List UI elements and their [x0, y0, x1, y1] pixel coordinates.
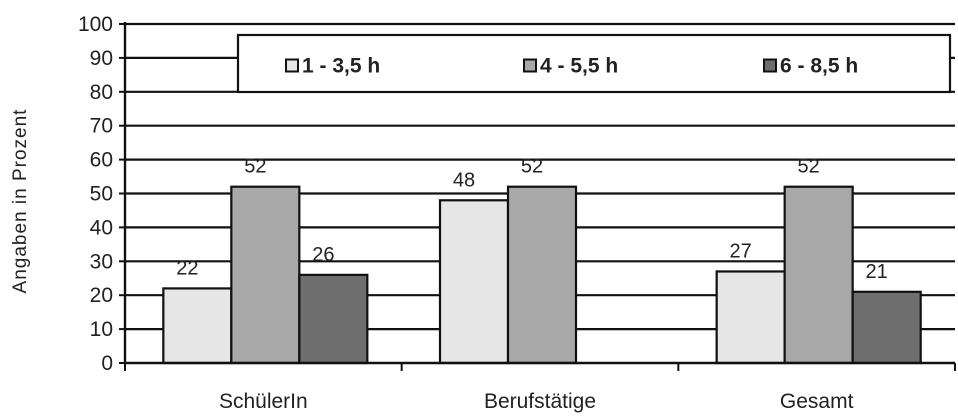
legend-swatch: [523, 58, 537, 73]
bar: [851, 290, 922, 365]
x-category-label: Berufstätige: [484, 390, 596, 413]
data-label: 52: [521, 156, 543, 178]
data-label: 22: [176, 257, 198, 279]
y-tick-label: 80: [90, 81, 113, 104]
data-label: 52: [244, 156, 266, 178]
y-tick-label: 30: [90, 250, 113, 273]
data-label: 52: [798, 156, 820, 178]
bar: [162, 287, 233, 365]
bar: [715, 270, 786, 365]
bars: [162, 185, 922, 365]
bar: [230, 185, 301, 365]
y-axis-label: Angaben in Prozent: [10, 109, 31, 294]
y-tick-label: 50: [90, 183, 113, 206]
data-label: 27: [730, 240, 752, 262]
x-category-label: Gesamt: [780, 390, 854, 413]
y-tick-label: 70: [90, 115, 113, 138]
bar: [783, 185, 854, 365]
y-tick-labels: 0 10 20 30 40 50 60 70 80 90 100: [78, 13, 113, 375]
legend: 1 - 3,5 h 4 - 5,5 h 6 - 8,5 h: [236, 33, 952, 94]
y-tick-label: 100: [78, 13, 113, 36]
y-tick-label: 0: [101, 352, 113, 375]
bar: [506, 185, 578, 365]
y-tick-label: 90: [90, 47, 113, 70]
legend-label: 6 - 8,5 h: [780, 55, 858, 78]
axes: [119, 22, 956, 371]
bar: [298, 273, 369, 365]
y-tick-label: 60: [90, 149, 113, 172]
data-labels: 22 52 26 48 52 27 52 21: [176, 156, 888, 283]
bar: [438, 199, 510, 365]
data-label: 26: [312, 244, 334, 266]
legend-label: 4 - 5,5 h: [540, 55, 618, 78]
y-tick-label: 40: [90, 216, 113, 239]
data-label: 21: [866, 261, 888, 283]
y-tick-label: 20: [90, 284, 113, 307]
y-tick-label: 10: [90, 318, 113, 341]
legend-label: 1 - 3,5 h: [302, 55, 380, 78]
x-category-labels: SchülerIn Berufstätige Gesamt: [219, 390, 854, 413]
x-category-label: SchülerIn: [219, 390, 308, 413]
legend-box: [236, 33, 952, 94]
legend-swatch: [763, 58, 777, 73]
data-label: 48: [453, 169, 475, 191]
legend-swatch: [285, 58, 299, 73]
